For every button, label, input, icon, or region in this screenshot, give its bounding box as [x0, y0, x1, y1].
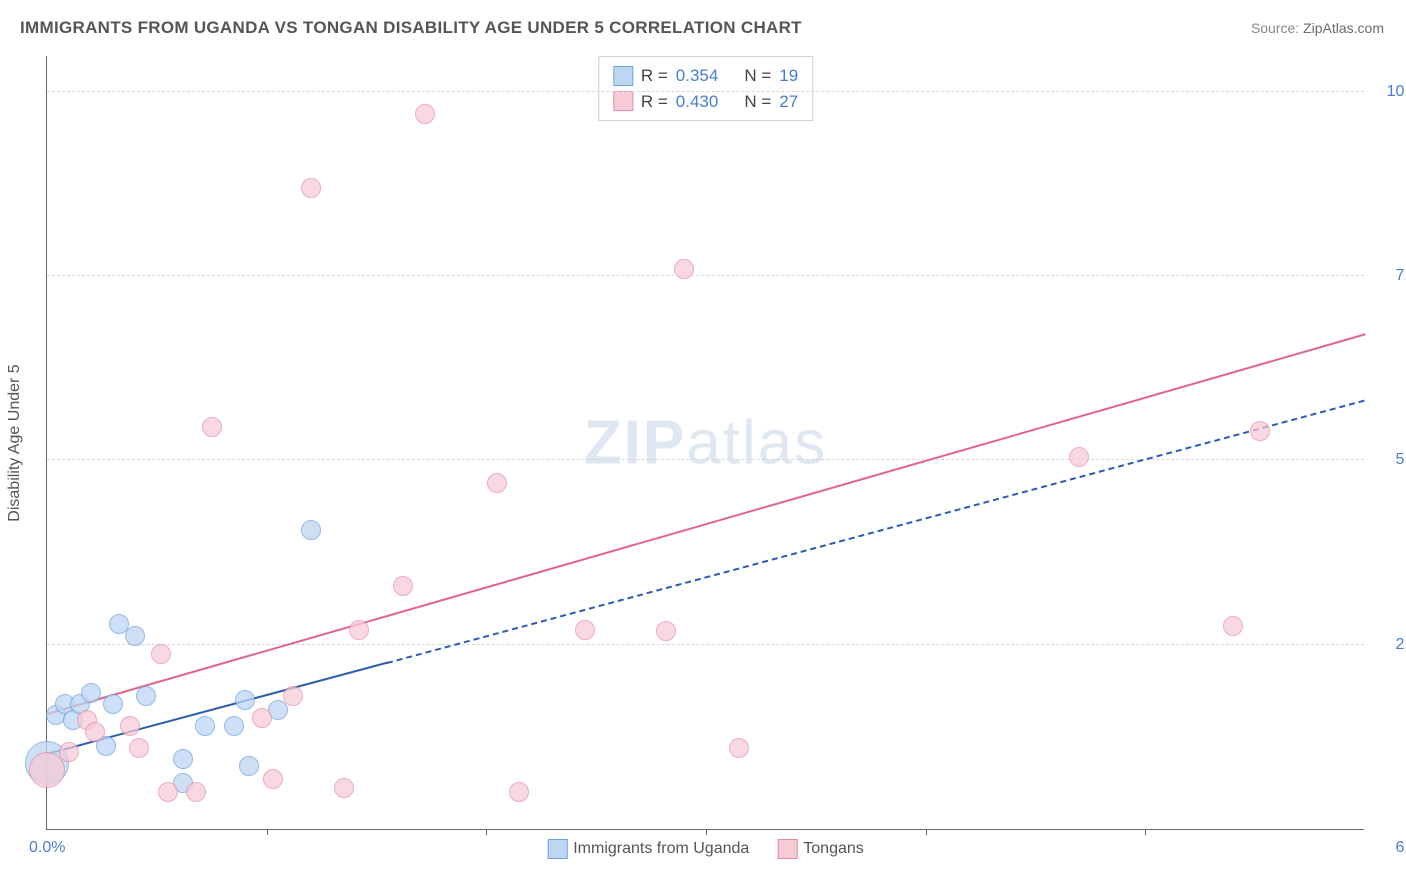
data-point-tongans: [1069, 447, 1089, 467]
data-point-tongans: [729, 738, 749, 758]
legend-n-label: N =: [744, 63, 771, 89]
data-point-tongans: [509, 782, 529, 802]
watermark-bold: ZIP: [584, 408, 686, 477]
y-tick-label: 2.5%: [1376, 636, 1406, 654]
x-tick: [926, 829, 927, 835]
source-prefix: Source:: [1251, 20, 1303, 36]
data-point-tongans: [283, 686, 303, 706]
trend-line-tongans: [47, 333, 1366, 715]
data-point-uganda: [239, 756, 259, 776]
data-point-uganda: [136, 686, 156, 706]
legend-n-label: N =: [744, 89, 771, 115]
legend-r-label: R =: [641, 89, 668, 115]
watermark-rest: atlas: [686, 408, 827, 477]
grid-line: [47, 275, 1364, 276]
data-point-tongans: [129, 738, 149, 758]
data-point-tongans: [158, 782, 178, 802]
grid-line: [47, 459, 1364, 460]
data-point-tongans: [263, 769, 283, 789]
data-point-tongans: [656, 621, 676, 641]
data-point-tongans: [252, 708, 272, 728]
grid-line: [47, 644, 1364, 645]
series-legend: Immigrants from Uganda Tongans: [547, 839, 864, 859]
y-axis-title: Disability Age Under 5: [6, 364, 24, 521]
stats-legend: R = 0.354 N = 19 R = 0.430 N = 27: [598, 56, 813, 121]
series-legend-item: Immigrants from Uganda: [547, 839, 749, 859]
source-name: ZipAtlas.com: [1303, 20, 1384, 36]
data-point-tongans: [393, 576, 413, 596]
data-point-uganda: [195, 716, 215, 736]
data-point-tongans: [301, 178, 321, 198]
data-point-uganda: [81, 683, 101, 703]
data-point-tongans: [120, 716, 140, 736]
data-point-tongans: [1250, 421, 1270, 441]
legend-swatch: [777, 839, 797, 859]
x-axis-start-label: 0.0%: [29, 839, 65, 857]
series-legend-item: Tongans: [777, 839, 864, 859]
data-point-tongans: [415, 104, 435, 124]
data-point-tongans: [575, 620, 595, 640]
x-tick: [1145, 829, 1146, 835]
stats-legend-row: R = 0.354 N = 19: [613, 63, 798, 89]
data-point-uganda: [301, 520, 321, 540]
data-point-tongans: [349, 620, 369, 640]
series-legend-label: Tongans: [803, 840, 864, 857]
data-point-tongans: [59, 742, 79, 762]
legend-swatch: [613, 91, 633, 111]
data-point-tongans: [186, 782, 206, 802]
legend-r-label: R =: [641, 63, 668, 89]
data-point-uganda: [125, 626, 145, 646]
legend-swatch: [547, 839, 567, 859]
legend-r-value: 0.430: [676, 89, 719, 115]
data-point-uganda: [103, 694, 123, 714]
data-point-tongans: [151, 644, 171, 664]
data-point-uganda: [224, 716, 244, 736]
x-tick: [267, 829, 268, 835]
x-tick: [486, 829, 487, 835]
legend-swatch: [613, 66, 633, 86]
stats-legend-row: R = 0.430 N = 27: [613, 89, 798, 115]
data-point-uganda: [235, 690, 255, 710]
data-point-tongans: [85, 722, 105, 742]
data-point-tongans: [202, 417, 222, 437]
source-attribution: Source: ZipAtlas.com: [1251, 20, 1384, 36]
y-tick-label: 5.0%: [1376, 451, 1406, 469]
y-tick-label: 10.0%: [1376, 83, 1406, 101]
chart-title: IMMIGRANTS FROM UGANDA VS TONGAN DISABIL…: [20, 18, 802, 38]
grid-line: [47, 91, 1364, 92]
data-point-tongans: [1223, 616, 1243, 636]
legend-r-value: 0.354: [676, 63, 719, 89]
data-point-tongans: [487, 473, 507, 493]
x-axis-end-label: 6.0%: [1376, 839, 1406, 857]
data-point-tongans: [29, 752, 65, 788]
data-point-tongans: [674, 259, 694, 279]
legend-n-value: 19: [779, 63, 798, 89]
watermark: ZIPatlas: [584, 407, 827, 478]
y-tick-label: 7.5%: [1376, 267, 1406, 285]
data-point-tongans: [334, 778, 354, 798]
trend-line-uganda-dashed: [387, 400, 1365, 664]
legend-n-value: 27: [779, 89, 798, 115]
series-legend-label: Immigrants from Uganda: [573, 840, 749, 857]
correlation-chart: Disability Age Under 5 ZIPatlas R =0.354…: [46, 56, 1364, 830]
x-tick: [706, 829, 707, 835]
data-point-uganda: [173, 749, 193, 769]
